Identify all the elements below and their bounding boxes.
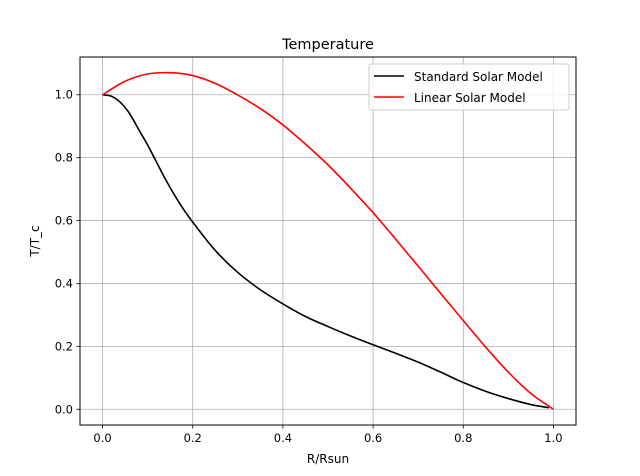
y-axis-ticks: 0.0 0.2 0.4 0.6 0.8 1.0 [55, 88, 80, 416]
axes-frame [79, 56, 577, 426]
y-axis-label: T/T_c [28, 225, 42, 257]
plot-series [102, 71, 554, 410]
x-axis-label: R/Rsun [307, 452, 349, 466]
y-tick-label: 0.8 [55, 151, 73, 165]
legend: Standard Solar Model Linear Solar Model [368, 63, 570, 111]
x-tick-label: 0.8 [454, 431, 472, 445]
legend-label-standard: Standard Solar Model [414, 70, 543, 84]
x-axis-ticks: 0.0 0.2 0.4 0.6 0.8 1.0 [93, 425, 563, 445]
chart-title: Temperature [281, 37, 374, 53]
y-tick-label: 1.0 [55, 88, 73, 102]
legend-box [368, 63, 570, 111]
x-tick-label: 0.4 [274, 431, 292, 445]
grid-lines [80, 57, 576, 425]
legend-label-linear: Linear Solar Model [414, 91, 526, 105]
y-tick-label: 0.4 [55, 276, 73, 290]
series-line-1 [102, 71, 554, 410]
x-tick-label: 0.6 [364, 431, 382, 445]
y-tick-label: 0.2 [55, 339, 73, 353]
x-tick-label: 1.0 [544, 431, 562, 445]
y-tick-label: 0.6 [55, 214, 73, 228]
y-tick-label: 0.0 [55, 402, 73, 416]
series-line-0 [102, 93, 550, 409]
x-tick-label: 0.2 [184, 431, 202, 445]
x-tick-label: 0.0 [93, 431, 111, 445]
